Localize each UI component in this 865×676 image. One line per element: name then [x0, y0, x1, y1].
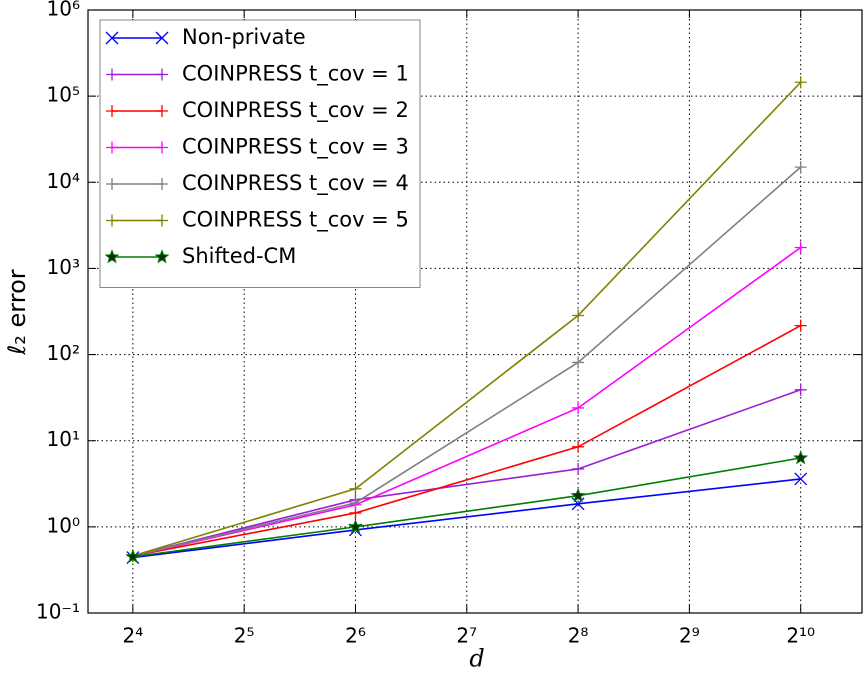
y-tick-label: 10⁵ — [47, 83, 80, 107]
y-tick-label: 10¹ — [47, 427, 80, 451]
y-axis-label: ℓ₂ error — [3, 269, 31, 355]
data-point — [125, 548, 141, 564]
data-point — [572, 309, 585, 322]
data-point — [794, 76, 807, 89]
data-point — [794, 383, 807, 396]
data-point — [794, 241, 807, 254]
legend-marker — [106, 214, 118, 227]
y-tick-label: 10⁴ — [47, 169, 80, 193]
series-line — [132, 457, 801, 558]
legend-marker — [104, 249, 120, 264]
legend-marker — [156, 214, 168, 227]
x-axis-label: d — [469, 645, 484, 673]
y-tick-label: 10⁻¹ — [36, 600, 80, 624]
legend-marker — [106, 141, 118, 154]
y-tick-label: 10⁰ — [47, 513, 80, 537]
legend-marker — [155, 31, 169, 45]
series-line — [132, 81, 802, 557]
legend-marker — [105, 31, 119, 45]
legend-marker — [156, 68, 168, 81]
legend-label: COINPRESS t_cov = 5 — [182, 208, 409, 233]
data-point — [794, 161, 807, 174]
legend-label: COINPRESS t_cov = 2 — [182, 98, 409, 123]
y-tick-label: 10⁶ — [47, 0, 80, 21]
legend-marker — [106, 105, 118, 117]
legend-label: COINPRESS t_cov = 4 — [182, 171, 409, 196]
data-point — [794, 319, 807, 332]
data-point — [572, 356, 585, 369]
series-line — [132, 166, 802, 557]
data-point — [793, 450, 809, 465]
data-point — [572, 440, 585, 453]
legend-marker — [156, 141, 168, 154]
y-tick-label: 10³ — [47, 255, 80, 279]
x-tick-label: 2⁹ — [679, 624, 700, 648]
legend: Non-private COINPRESS t_cov = 1 COINPRESS … — [99, 19, 421, 288]
x-tick-label: 2⁸ — [568, 624, 589, 648]
legend-label: Non-private — [182, 25, 306, 49]
data-point — [572, 462, 585, 475]
legend-marker — [154, 249, 170, 264]
legend-label: COINPRESS t_cov = 3 — [182, 135, 409, 160]
x-tick-label: 2⁴ — [122, 624, 143, 648]
legend-marker — [106, 68, 118, 81]
legend-label: COINPRESS t_cov = 1 — [182, 62, 409, 87]
series-line — [132, 389, 801, 557]
data-point — [794, 472, 808, 486]
data-point — [572, 401, 585, 414]
data-point — [570, 487, 586, 503]
x-tick-label: 2⁷ — [456, 624, 477, 648]
plot-frame — [87, 9, 863, 614]
x-tick-label: 2⁵ — [234, 624, 255, 648]
legend-marker — [156, 178, 168, 190]
data-point — [349, 482, 362, 495]
x-tick-label: 2⁶ — [345, 624, 366, 648]
legend-box — [99, 19, 421, 288]
series-line — [132, 246, 802, 557]
legend-marker — [156, 105, 168, 117]
data-point — [349, 496, 362, 509]
series-line — [132, 478, 801, 559]
legend-marker — [106, 178, 118, 190]
legend-label: Shifted-CM — [182, 244, 296, 268]
series-line — [132, 324, 802, 557]
x-tick-label: 2¹⁰ — [786, 624, 815, 648]
y-tick-label: 10² — [47, 341, 80, 365]
data-point — [347, 519, 364, 534]
